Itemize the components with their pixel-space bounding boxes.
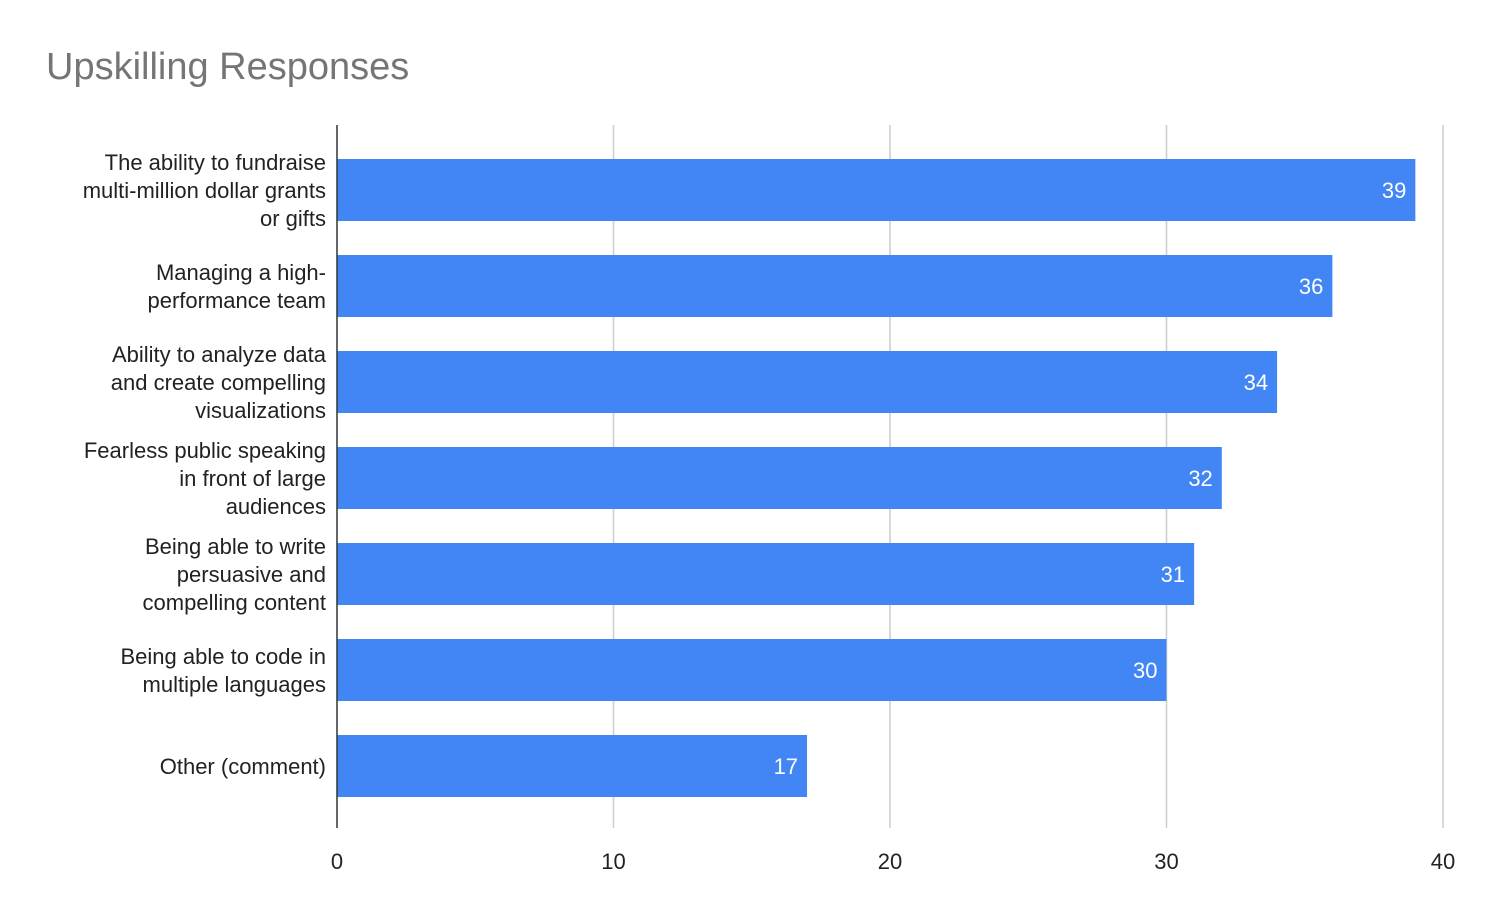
category-label-line: Fearless public speaking xyxy=(84,438,326,463)
x-tick-labels: 0 10 20 30 40 xyxy=(331,849,1455,874)
category-label-line: visualizations xyxy=(195,398,326,423)
x-tick-label: 10 xyxy=(601,849,625,874)
category-label-line: multi-million dollar grants xyxy=(83,178,326,203)
bar xyxy=(337,639,1167,701)
category-label-line: and create compelling xyxy=(111,370,326,395)
category-label-line: performance team xyxy=(147,288,326,313)
category-label: Being able to code in multiple languages xyxy=(121,644,327,697)
category-label-line: audiences xyxy=(226,494,326,519)
category-label-line: The ability to fundraise xyxy=(105,150,326,175)
data-label: 30 xyxy=(1133,658,1157,683)
category-label-line: or gifts xyxy=(260,206,326,231)
x-tick-label: 40 xyxy=(1431,849,1455,874)
category-label: Fearless public speaking in front of larg… xyxy=(84,438,326,519)
category-label: Ability to analyze data and create compel… xyxy=(111,342,327,423)
data-label: 34 xyxy=(1244,370,1268,395)
category-label: Being able to write persuasive and compell… xyxy=(143,534,326,615)
category-label-line: Managing a high- xyxy=(156,260,326,285)
category-label-line: compelling content xyxy=(143,590,326,615)
category-label: Managing a high-performance team xyxy=(147,260,326,313)
x-tick-label: 30 xyxy=(1154,849,1178,874)
data-label: 31 xyxy=(1161,562,1185,587)
category-label-line: Other (comment) xyxy=(160,754,326,779)
category-label-line: multiple languages xyxy=(143,672,326,697)
data-label: 17 xyxy=(774,754,798,779)
data-label: 32 xyxy=(1188,466,1212,491)
bar xyxy=(337,543,1195,605)
data-label: 39 xyxy=(1382,178,1406,203)
bar xyxy=(337,159,1416,221)
category-labels: The ability to fundraise multi-million do… xyxy=(83,150,327,779)
category-label-line: Being able to code in xyxy=(121,644,327,669)
bar xyxy=(337,447,1222,509)
data-label: 36 xyxy=(1299,274,1323,299)
category-label: Other (comment) xyxy=(160,754,326,779)
bars: 39 36 34 32 31 30 17 xyxy=(337,159,1416,797)
bar xyxy=(337,255,1333,317)
chart-title: Upskilling Responses xyxy=(46,46,410,88)
x-tick-label: 0 xyxy=(331,849,343,874)
category-label-line: Ability to analyze data xyxy=(112,342,327,367)
bar xyxy=(337,351,1278,413)
category-label-line: persuasive and xyxy=(177,562,326,587)
bar xyxy=(337,735,808,797)
category-label-line: Being able to write xyxy=(145,534,326,559)
category-label: The ability to fundraise multi-million do… xyxy=(83,150,326,231)
category-label-line: in front of large xyxy=(179,466,326,491)
x-tick-label: 20 xyxy=(878,849,902,874)
